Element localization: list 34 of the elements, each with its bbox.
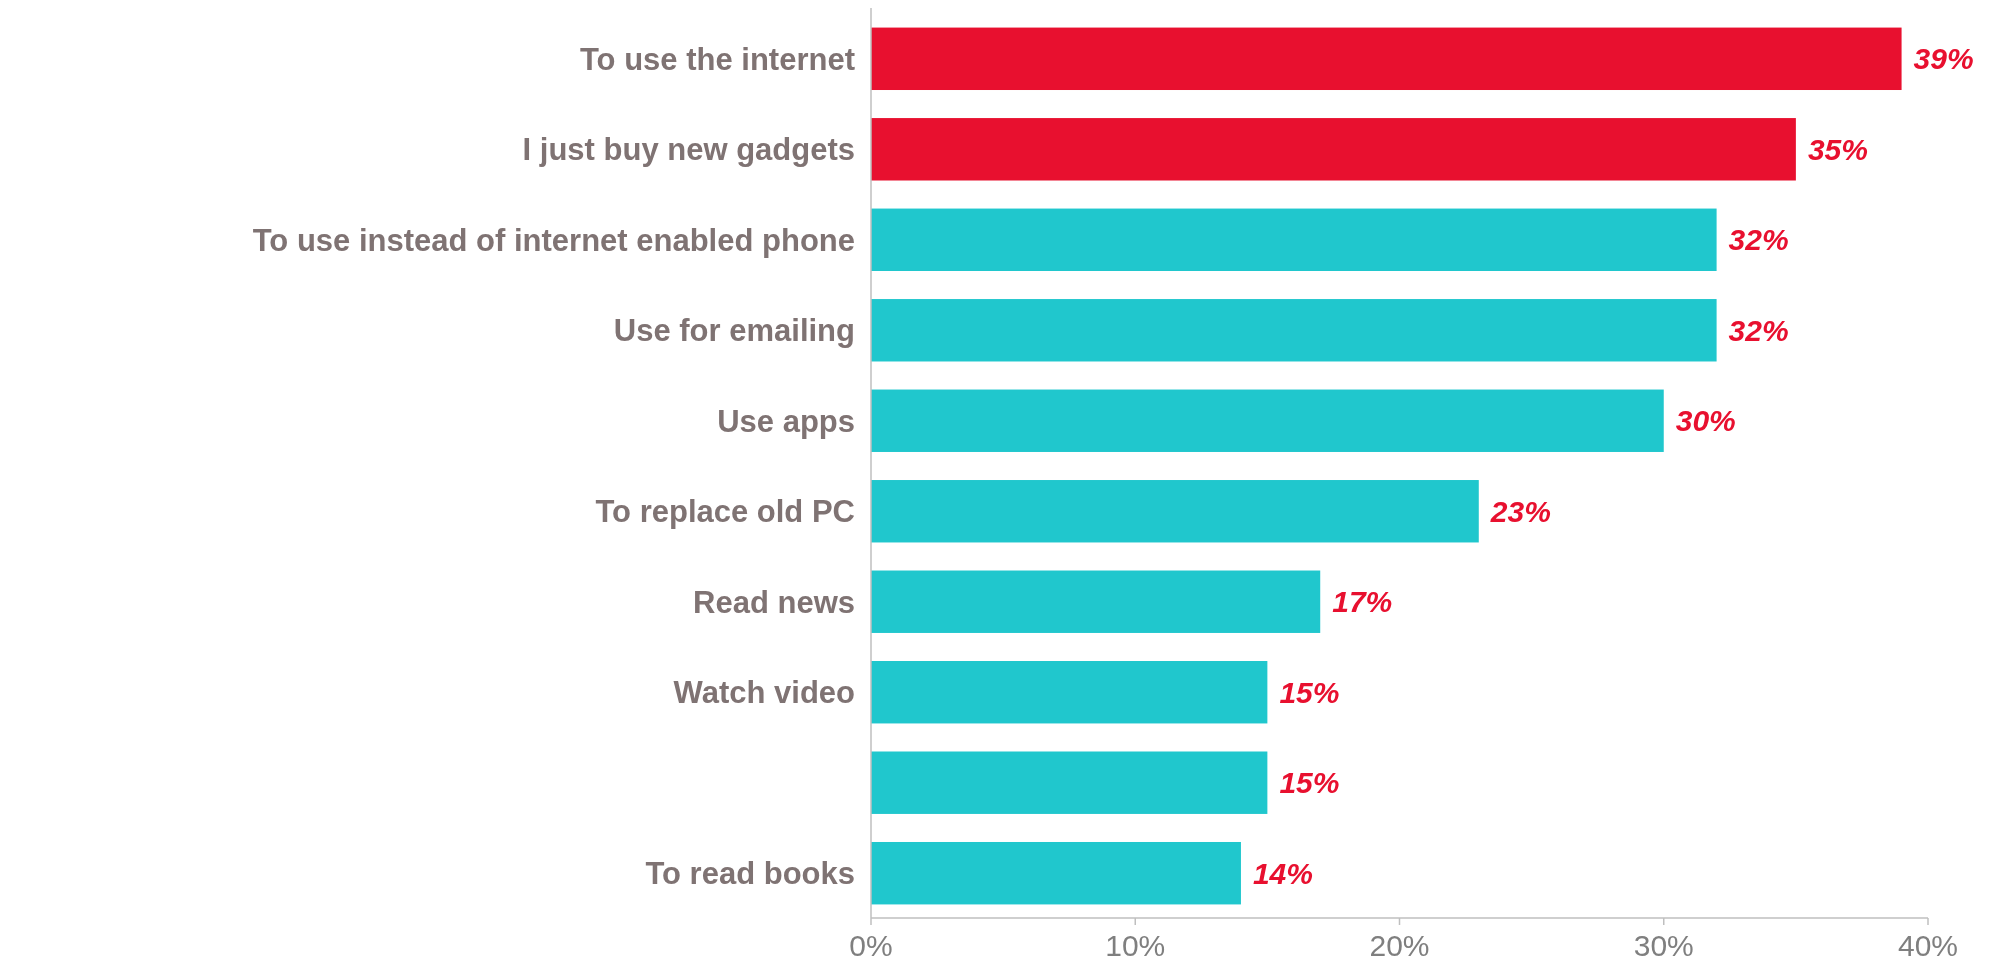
bar — [871, 208, 1717, 271]
bar — [871, 299, 1717, 362]
x-tick-label: 0% — [849, 929, 893, 962]
y-tick-label: To use instead of internet enabled phone — [252, 222, 855, 258]
y-tick-label: Use for emailing — [613, 313, 855, 349]
bar — [871, 118, 1796, 181]
data-label: 14% — [1252, 856, 1313, 890]
data-label: 39% — [1913, 42, 1974, 76]
bar — [871, 661, 1268, 724]
y-tick-label: To use the internet — [579, 41, 855, 77]
data-label: 35% — [1807, 132, 1868, 166]
data-label: 15% — [1279, 766, 1340, 800]
bar — [871, 27, 1902, 91]
data-label: 32% — [1728, 313, 1789, 347]
x-tick-label: 10% — [1105, 929, 1166, 962]
bar — [871, 389, 1664, 452]
bar — [871, 751, 1268, 814]
y-tick-label: To read books — [645, 856, 855, 892]
y-tick-label: Read news — [693, 584, 855, 620]
bar — [871, 570, 1321, 633]
y-tick-label: To replace old PC — [595, 494, 855, 530]
data-label: 30% — [1675, 404, 1736, 438]
x-tick-label: 30% — [1633, 929, 1694, 962]
data-label: 15% — [1279, 675, 1340, 709]
y-tick-label: I just buy new gadgets — [522, 132, 855, 168]
y-tick-label: Watch video — [673, 675, 855, 711]
data-label: 32% — [1728, 223, 1789, 257]
data-label: 17% — [1332, 585, 1393, 619]
x-tick-label: 20% — [1369, 929, 1430, 962]
bar — [871, 480, 1479, 543]
y-tick-label: Use apps — [717, 403, 855, 439]
x-tick-label: 40% — [1897, 929, 1959, 962]
bar — [871, 841, 1241, 905]
data-label: 23% — [1489, 494, 1551, 528]
